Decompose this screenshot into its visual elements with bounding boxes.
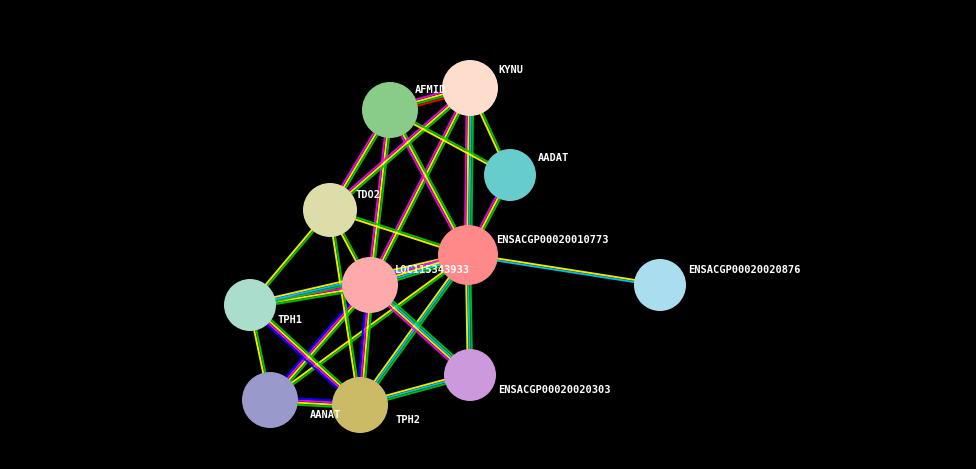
Text: ENSACGP00020010773: ENSACGP00020010773: [496, 235, 608, 245]
Circle shape: [444, 349, 496, 401]
Text: TDO2: TDO2: [355, 190, 380, 200]
Circle shape: [224, 279, 276, 331]
Circle shape: [332, 377, 388, 433]
Circle shape: [342, 257, 398, 313]
Circle shape: [634, 259, 686, 311]
Circle shape: [442, 60, 498, 116]
Text: AANAT: AANAT: [310, 410, 342, 420]
Text: KYNU: KYNU: [498, 65, 523, 75]
Text: TPH1: TPH1: [278, 315, 303, 325]
Text: ENSACGP00020020876: ENSACGP00020020876: [688, 265, 800, 275]
Circle shape: [484, 149, 536, 201]
Text: TPH2: TPH2: [395, 415, 420, 425]
Text: AFMID: AFMID: [415, 85, 446, 95]
Circle shape: [438, 225, 498, 285]
Circle shape: [303, 183, 357, 237]
Text: LOC115343933: LOC115343933: [395, 265, 470, 275]
Circle shape: [362, 82, 418, 138]
Text: AADAT: AADAT: [538, 153, 569, 163]
Text: ENSACGP00020020303: ENSACGP00020020303: [498, 385, 611, 395]
Circle shape: [242, 372, 298, 428]
